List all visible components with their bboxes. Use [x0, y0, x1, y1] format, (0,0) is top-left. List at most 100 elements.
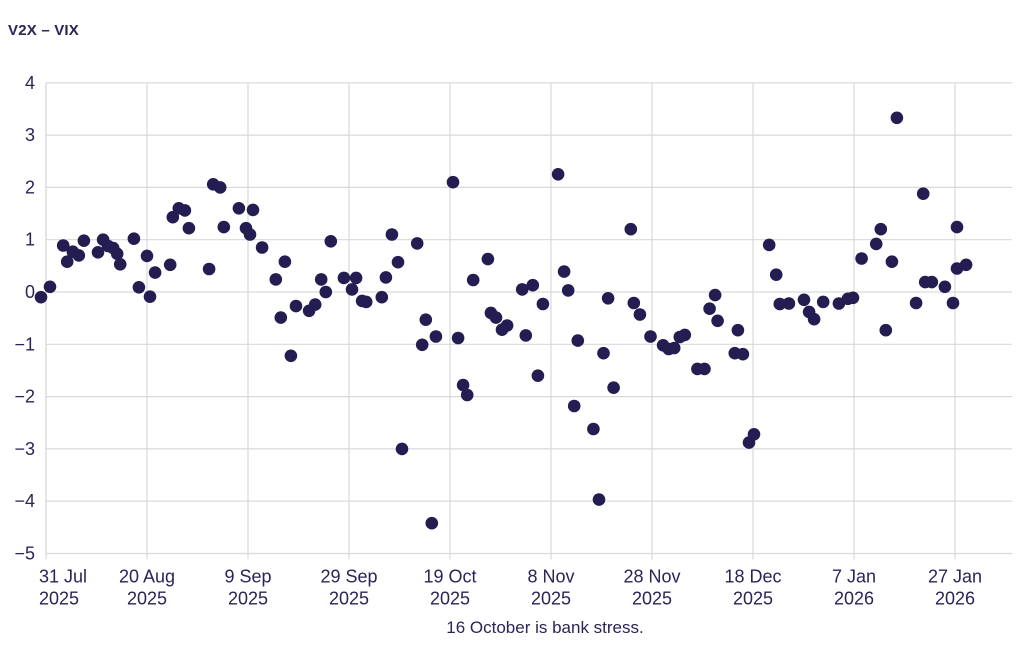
data-point — [885, 255, 899, 268]
data-point — [731, 323, 745, 337]
data-point — [308, 298, 322, 311]
x-axis-tick-year: 2025 — [733, 589, 773, 609]
x-axis-tick-year: 2025 — [430, 589, 470, 609]
data-point — [284, 349, 298, 363]
data-point — [769, 268, 783, 282]
data-point — [232, 202, 246, 215]
data-point — [711, 314, 724, 328]
data-point — [143, 290, 157, 304]
data-point — [950, 220, 964, 234]
x-axis-tick-label: 19 Oct — [423, 567, 476, 587]
data-point — [127, 232, 141, 245]
data-point — [698, 362, 711, 376]
data-point — [419, 313, 433, 327]
x-axis-tick-year: 2025 — [329, 589, 369, 609]
data-point — [456, 378, 470, 392]
data-point — [519, 329, 533, 342]
data-point — [703, 302, 716, 316]
data-point — [916, 187, 930, 200]
data-point — [925, 275, 939, 289]
data-point — [597, 346, 610, 360]
data-point — [379, 271, 393, 284]
data-point — [359, 295, 373, 309]
y-axis-tick-label: 1 — [25, 230, 35, 250]
data-point — [869, 237, 883, 251]
x-axis-tick-year: 2025 — [632, 589, 672, 609]
data-point — [601, 292, 615, 305]
data-point — [708, 288, 722, 302]
data-point — [678, 328, 692, 342]
x-axis-tick-year: 2025 — [39, 589, 79, 609]
data-point — [255, 241, 269, 254]
data-point — [166, 210, 180, 224]
data-point — [938, 280, 952, 294]
data-point — [148, 266, 162, 279]
data-point — [846, 291, 860, 305]
data-point — [624, 222, 638, 236]
data-point — [391, 255, 405, 269]
y-axis-tick-label: 3 — [25, 125, 35, 145]
data-point — [217, 220, 231, 234]
data-point — [515, 283, 529, 296]
data-point — [202, 262, 216, 276]
data-point — [243, 228, 257, 241]
data-point — [213, 181, 227, 194]
data-point — [561, 284, 575, 297]
data-point — [60, 255, 74, 268]
data-point — [526, 278, 540, 292]
data-point — [736, 347, 750, 361]
x-axis-tick-label: 27 Jan — [928, 567, 982, 587]
data-point — [395, 442, 409, 456]
x-axis-tick-label: 8 Nov — [527, 567, 574, 587]
y-axis-tick-label: −1 — [14, 334, 35, 354]
data-point — [278, 255, 292, 268]
data-point — [466, 273, 480, 287]
data-point — [43, 280, 57, 294]
data-point — [773, 297, 787, 311]
x-axis-tick-year: 2025 — [531, 589, 571, 609]
data-point — [446, 175, 460, 189]
data-point — [349, 271, 363, 285]
data-point — [557, 265, 571, 278]
data-point — [110, 247, 124, 261]
data-point — [77, 234, 91, 247]
data-point — [91, 246, 105, 259]
y-axis-tick-label: 2 — [25, 177, 35, 197]
x-axis-tick-year: 2025 — [127, 589, 167, 609]
data-point — [132, 281, 146, 294]
data-point — [56, 239, 70, 252]
data-point — [460, 388, 474, 402]
data-point — [946, 296, 960, 310]
data-point — [385, 228, 399, 241]
data-point — [113, 258, 127, 271]
data-point — [319, 285, 333, 299]
data-point — [531, 369, 545, 383]
data-point — [959, 258, 973, 272]
data-point — [246, 203, 260, 217]
data-point — [481, 252, 495, 266]
data-point — [425, 516, 439, 530]
x-axis-tick-label: 18 Dec — [724, 567, 781, 587]
x-axis-tick-label: 31 Jul — [39, 567, 87, 587]
data-point — [627, 296, 641, 310]
data-point — [429, 330, 443, 343]
data-point — [410, 237, 424, 250]
data-point — [163, 258, 177, 272]
data-point — [782, 297, 796, 310]
y-axis-tick-label: −2 — [14, 387, 35, 407]
x-axis-tick-label: 7 Jan — [832, 567, 876, 587]
data-point — [182, 221, 196, 235]
data-point — [536, 297, 550, 311]
data-point — [747, 428, 761, 441]
x-axis-tick-year: 2026 — [935, 589, 975, 609]
data-point — [567, 399, 581, 413]
data-point — [289, 299, 303, 313]
data-point — [345, 283, 359, 296]
chart-title: V2X – VIX — [8, 22, 80, 39]
data-point — [909, 296, 923, 310]
data-point — [607, 381, 620, 395]
y-axis-tick-label: −5 — [14, 544, 35, 564]
data-point — [890, 111, 904, 125]
data-point — [314, 273, 328, 286]
